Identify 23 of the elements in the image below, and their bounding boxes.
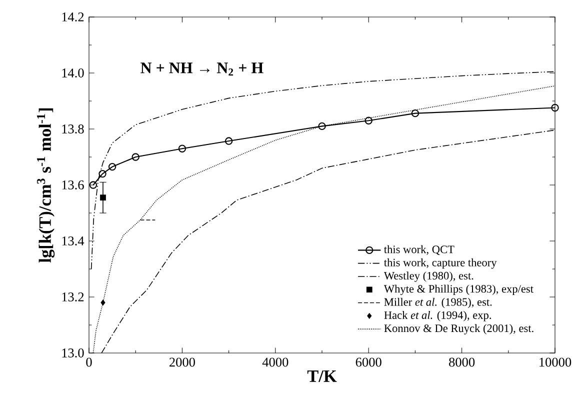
legend-label: Miller et al. (1985), est.: [384, 298, 492, 308]
legend-label: this work, QCT: [384, 245, 454, 255]
y-tick-label: 13.8: [62, 124, 84, 134]
x-tick-label: 0: [86, 358, 92, 367]
annotation: N + NH → N$_{2}$ + H: [140, 62, 264, 76]
legend-label: Westley (1980), est.: [384, 272, 474, 282]
y-tick-label: 13.2: [62, 292, 84, 302]
y-tick-label: 13.6: [62, 180, 84, 190]
y-tick-label: 14.0: [62, 68, 84, 78]
x-axis-title: T/K: [307, 370, 337, 382]
x-tick-label: 8000: [449, 358, 475, 367]
y-tick-label: 13.4: [62, 236, 84, 246]
legend-label: Whyte & Phillips (1983), exp/est: [384, 284, 534, 295]
legend-label: Hack et al. (1994), exp.: [384, 311, 492, 322]
x-tick-label: 10000: [540, 358, 572, 367]
legend-label: Konnov & De Ruyck (2001), est.: [384, 324, 534, 334]
y-tick-label: 13.0: [62, 348, 84, 358]
legend-label: this work, capture theory: [384, 258, 497, 269]
x-tick-label: 6000: [356, 358, 382, 367]
x-tick-label: 4000: [262, 358, 288, 367]
y-axis-title: lg[k(T)/cm$^{3}$ s$^{-1}$ mol$^{-1}$]: [37, 108, 55, 263]
x-tick-label: 2000: [170, 358, 195, 367]
y-tick-label: 14.2: [62, 12, 84, 22]
